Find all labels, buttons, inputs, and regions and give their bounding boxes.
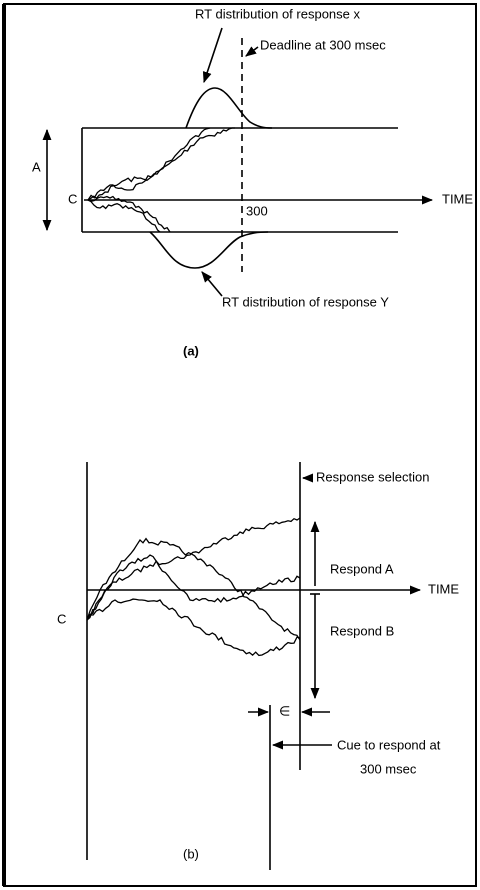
label: 300	[246, 203, 268, 218]
label: RT distribution of response x	[195, 6, 360, 21]
random-walk	[86, 517, 301, 621]
random-walk	[86, 537, 301, 641]
label: ∈	[279, 703, 290, 718]
random-walk	[86, 554, 301, 621]
random-walk	[87, 127, 235, 201]
pointer	[202, 27, 223, 84]
random-walk	[86, 598, 301, 657]
pointer	[245, 46, 259, 57]
label: Respond B	[330, 623, 394, 638]
random-walk	[87, 199, 161, 233]
label: 300 msec	[360, 761, 417, 776]
random-walk	[87, 127, 211, 201]
label: Deadline at 300 msec	[260, 37, 386, 52]
caption: (b)	[183, 846, 199, 861]
label: TIME	[442, 191, 473, 206]
caption: (a)	[183, 343, 199, 358]
label: TIME	[428, 581, 459, 596]
panel-b: Response selection Respond A TIME C Resp…	[57, 462, 459, 870]
label: C	[68, 191, 77, 206]
frame	[3, 3, 477, 887]
label: RT distribution of response Y	[222, 294, 389, 309]
random-walk	[87, 195, 171, 233]
random-walks	[87, 127, 235, 233]
label: C	[57, 611, 66, 626]
label: Response selection	[316, 469, 429, 484]
label: Cue to respond at	[337, 737, 441, 752]
random-walks	[86, 517, 301, 657]
label: Respond A	[330, 561, 394, 576]
distribution-y	[149, 231, 269, 269]
panel-a: RT distribution of response x Deadline a…	[32, 6, 473, 358]
distribution-x	[185, 87, 273, 129]
label: A	[32, 159, 41, 174]
pointer	[201, 271, 223, 297]
